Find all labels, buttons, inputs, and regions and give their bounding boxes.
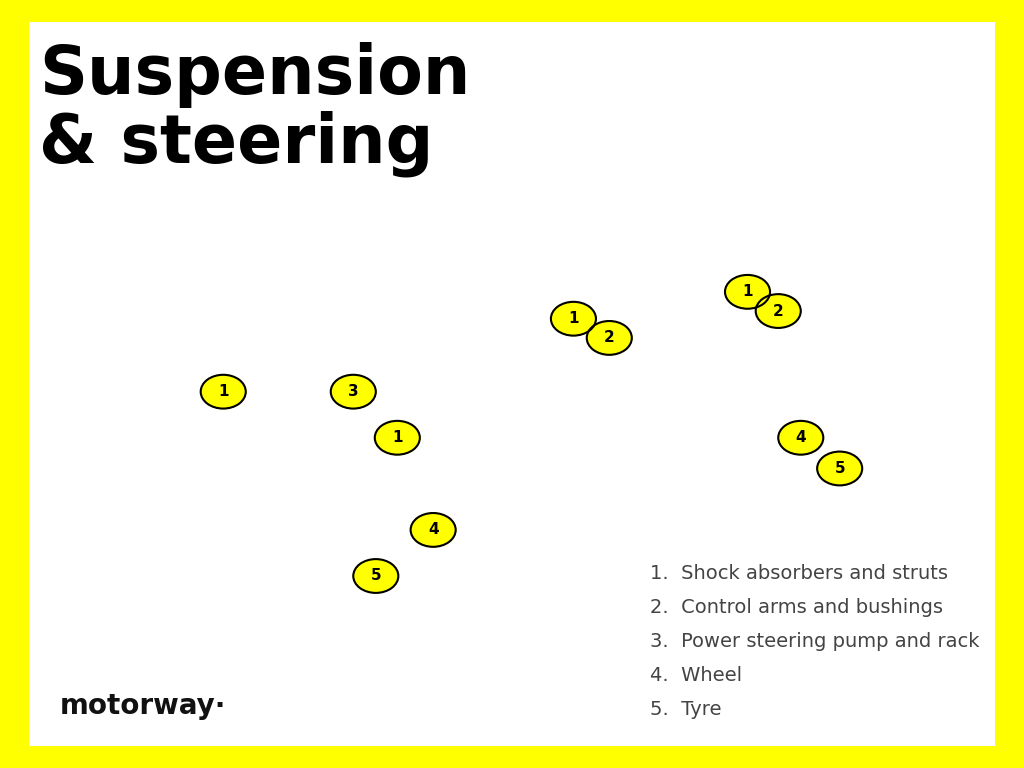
Text: 1: 1 <box>568 311 579 326</box>
Text: 2: 2 <box>604 330 614 346</box>
Text: 2.  Control arms and bushings: 2. Control arms and bushings <box>650 598 943 617</box>
Text: 1: 1 <box>392 430 402 445</box>
Text: 2: 2 <box>773 303 783 319</box>
Circle shape <box>375 421 420 455</box>
Circle shape <box>756 294 801 328</box>
Circle shape <box>725 275 770 309</box>
Text: 1: 1 <box>742 284 753 300</box>
Circle shape <box>587 321 632 355</box>
Text: 4: 4 <box>796 430 806 445</box>
Circle shape <box>201 375 246 409</box>
Text: 4.  Wheel: 4. Wheel <box>650 666 742 685</box>
Circle shape <box>353 559 398 593</box>
FancyBboxPatch shape <box>29 22 995 746</box>
Circle shape <box>817 452 862 485</box>
Circle shape <box>331 375 376 409</box>
Text: 3: 3 <box>348 384 358 399</box>
Text: Suspension
& steering: Suspension & steering <box>39 42 470 177</box>
Circle shape <box>778 421 823 455</box>
Text: 1: 1 <box>218 384 228 399</box>
Text: 5.  Tyre: 5. Tyre <box>650 700 722 719</box>
Circle shape <box>411 513 456 547</box>
Text: 5: 5 <box>835 461 845 476</box>
Text: 4: 4 <box>428 522 438 538</box>
Text: 3.  Power steering pump and rack: 3. Power steering pump and rack <box>650 632 980 651</box>
Text: motorway·: motorway· <box>59 693 225 720</box>
Circle shape <box>551 302 596 336</box>
Text: 1.  Shock absorbers and struts: 1. Shock absorbers and struts <box>650 564 948 584</box>
Text: 5: 5 <box>371 568 381 584</box>
